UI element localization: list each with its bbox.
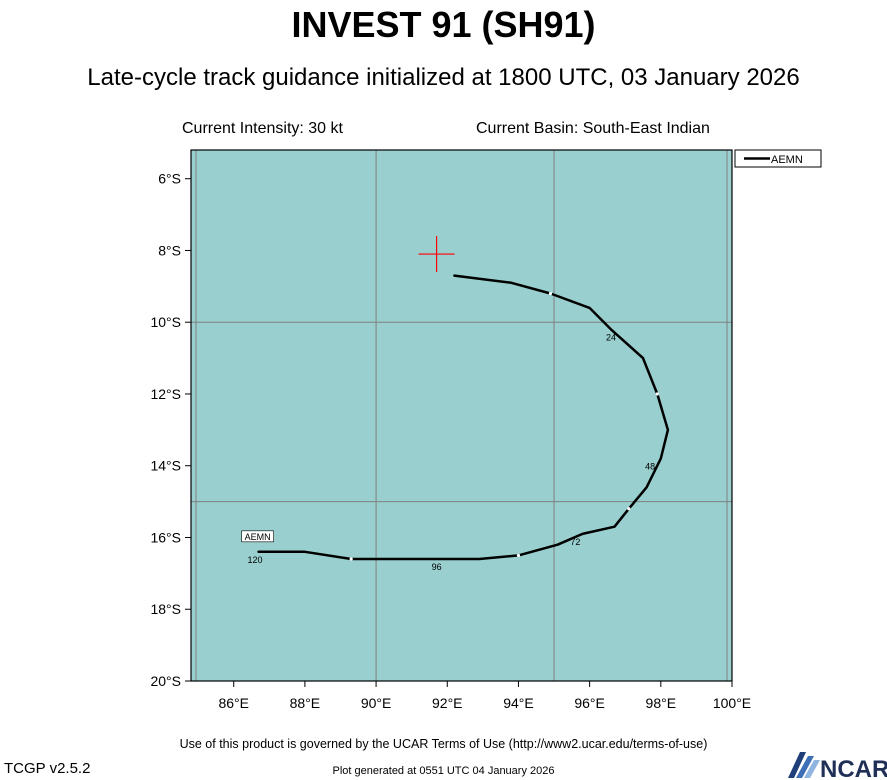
track-hour-label: 24	[606, 333, 616, 343]
lon-tick-label: 86°E	[218, 695, 249, 711]
page-title: INVEST 91 (SH91)	[291, 4, 596, 45]
lat-tick-label: 10°S	[150, 314, 181, 330]
lat-tick-label: 8°S	[158, 242, 181, 258]
lat-tick-label: 12°S	[150, 386, 181, 402]
aemn-track-line	[257, 274, 670, 561]
current-intensity-label: Current Intensity: 30 kt	[182, 120, 343, 137]
lat-tick-label: 16°S	[150, 529, 181, 545]
track-hour-label: 48	[645, 462, 655, 472]
grid-lines	[191, 150, 732, 681]
page-subtitle: Late-cycle track guidance initialized at…	[87, 64, 800, 91]
track-end-label: AEMN	[245, 532, 271, 542]
axis-ticks	[185, 178, 733, 687]
track-hour-label: 120	[248, 555, 263, 565]
lat-tick-label: 20°S	[150, 673, 181, 689]
track-time-mark	[655, 392, 659, 396]
aemn-track: 24 48 72 96 120 AEMN	[241, 274, 670, 572]
ncar-logo: NCAR	[788, 752, 887, 780]
axis-labels: 86°E 88°E 90°E 92°E 94°E 96°E 98°E 100°E 6°S 8°S 1…	[150, 171, 751, 711]
track-time-mark	[548, 291, 553, 296]
lon-tick-label: 90°E	[361, 695, 392, 711]
lat-tick-label: 14°S	[150, 458, 181, 474]
lon-tick-label: 88°E	[290, 695, 321, 711]
legend-box	[734, 149, 822, 168]
lon-tick-label: 94°E	[503, 695, 534, 711]
terms-of-use-text: Use of this product is governed by the U…	[179, 737, 708, 751]
ncar-logo-mark	[788, 752, 820, 778]
version-label: TCGP v2.5.2	[4, 760, 91, 777]
track-time-mark	[516, 553, 521, 558]
current-position-marker	[418, 236, 455, 273]
generated-timestamp: Plot generated at 0551 UTC 04 January 20…	[332, 765, 555, 777]
lon-tick-label: 100°E	[713, 695, 751, 711]
current-basin-label: Current Basin: South-East Indian	[476, 120, 710, 137]
track-hour-label: 96	[432, 562, 442, 572]
map-background	[191, 150, 732, 681]
lat-tick-label: 18°S	[150, 601, 181, 617]
lat-tick-label: 6°S	[158, 171, 181, 187]
legend-label: AEMN	[771, 154, 803, 166]
lon-tick-label: 98°E	[646, 695, 677, 711]
track-end-label-box	[241, 530, 274, 543]
track-time-mark	[349, 557, 353, 561]
lon-tick-label: 92°E	[432, 695, 463, 711]
lon-tick-label: 96°E	[574, 695, 605, 711]
legend: AEMN	[734, 149, 822, 168]
track-time-mark	[627, 507, 631, 511]
ncar-logo-text: NCAR	[820, 756, 887, 780]
track-hour-label: 72	[570, 537, 580, 547]
map-frame	[190, 149, 733, 682]
